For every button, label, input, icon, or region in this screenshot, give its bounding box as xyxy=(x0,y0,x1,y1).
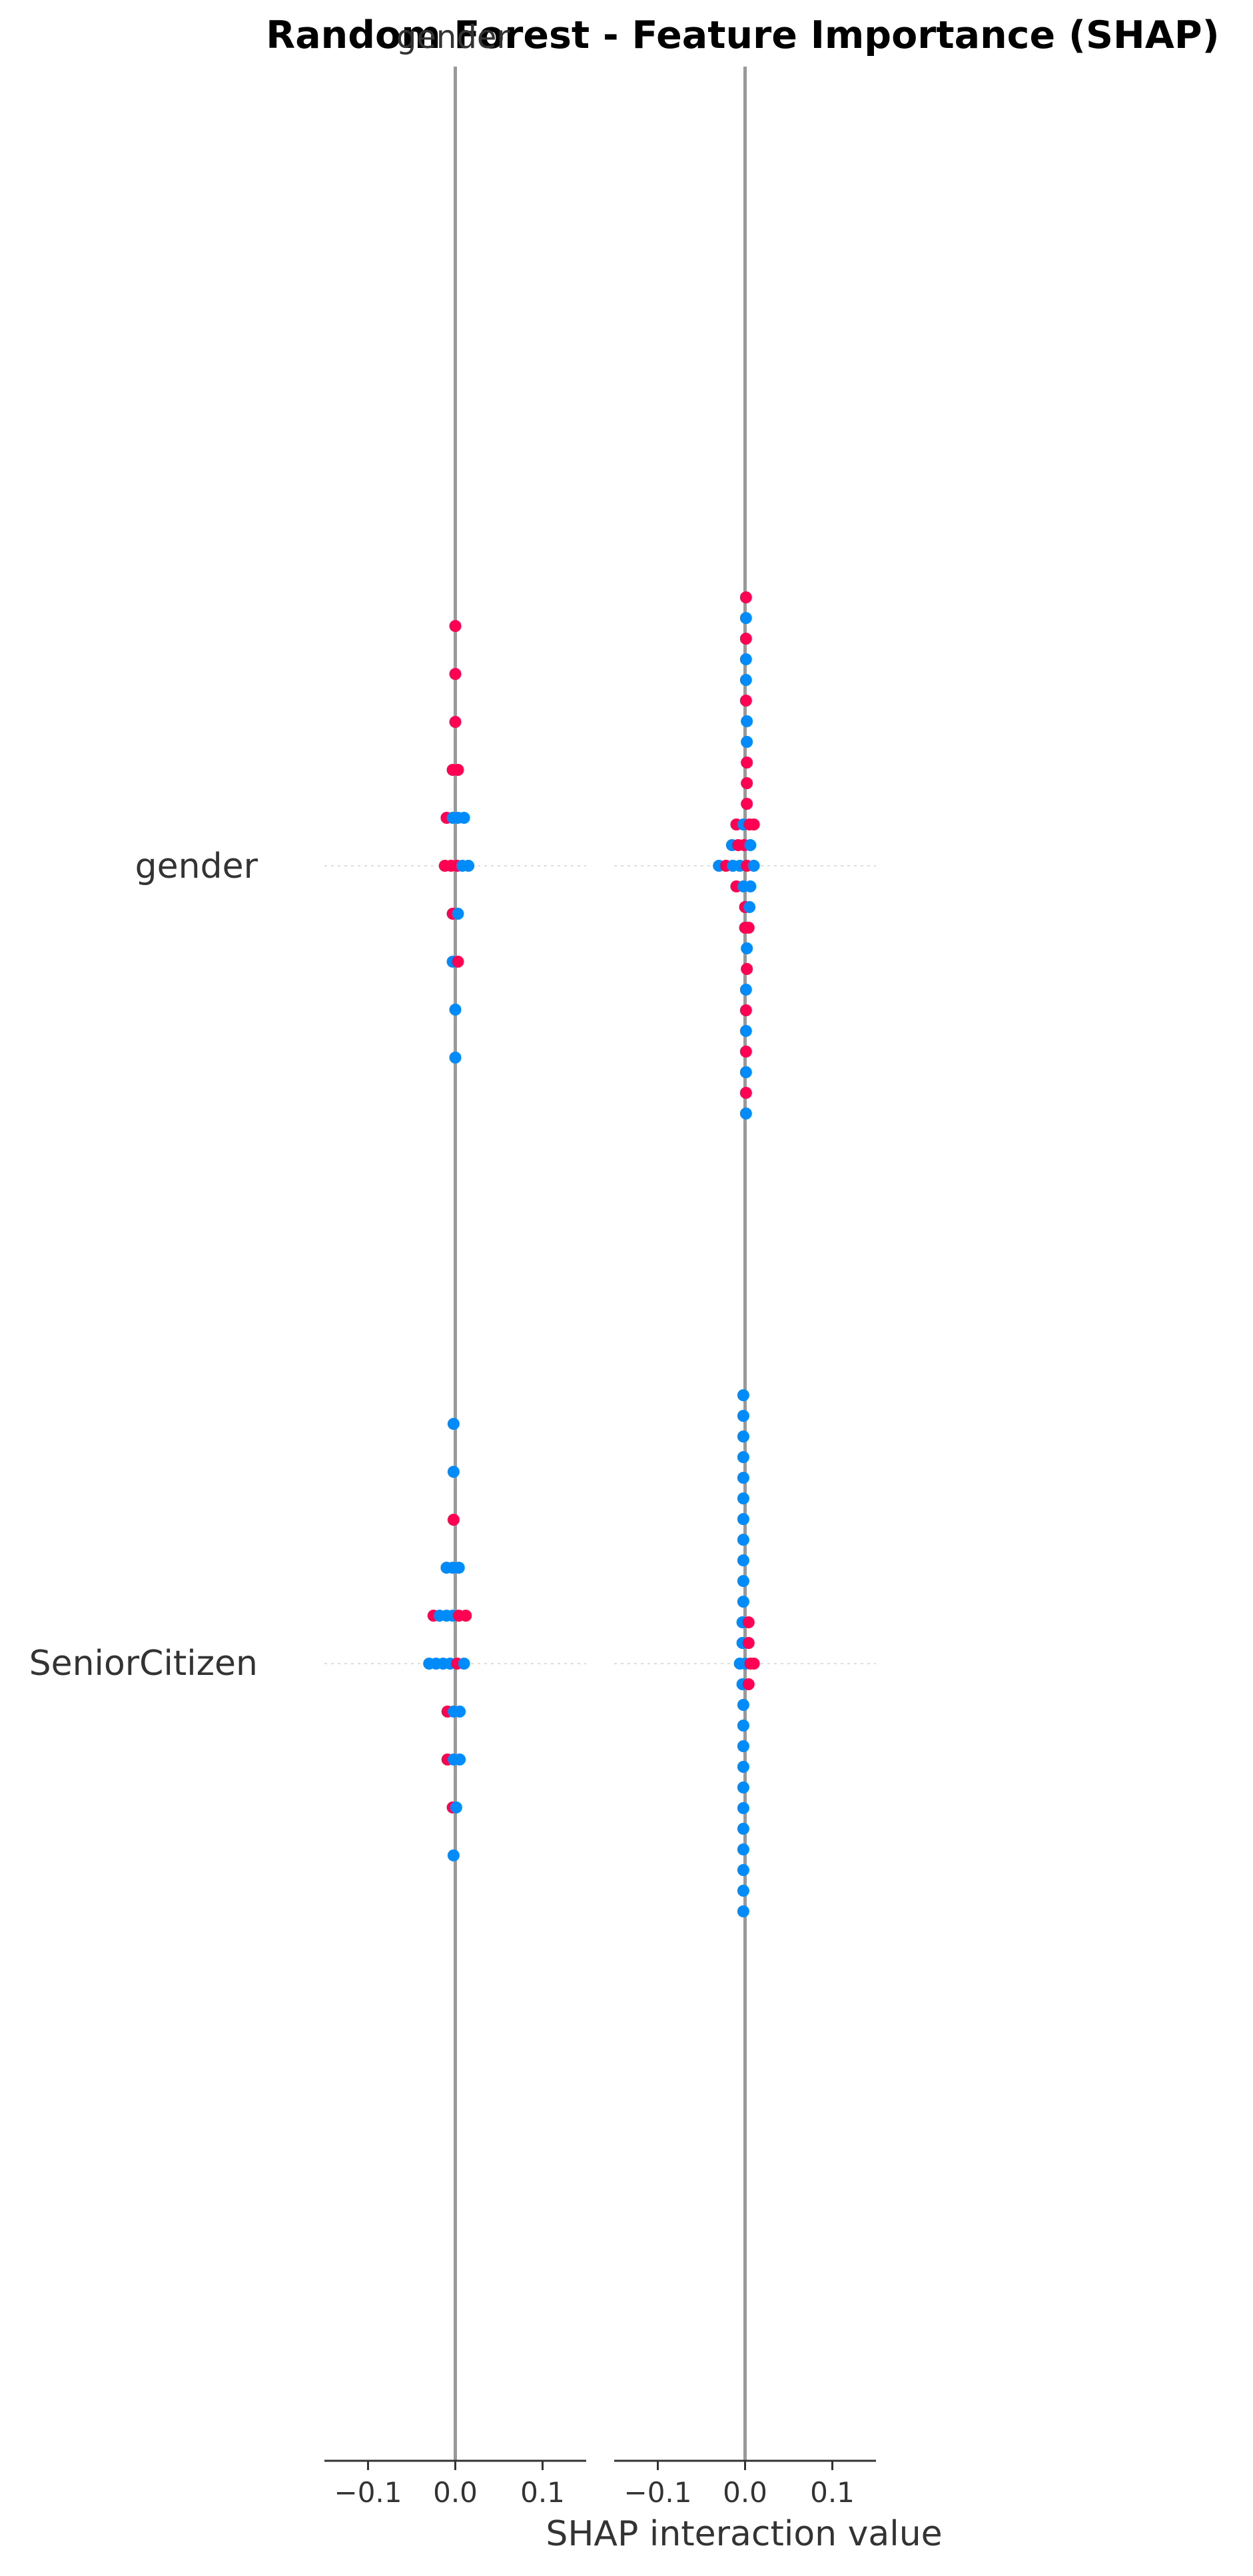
shap-point xyxy=(737,1451,749,1463)
shap-point xyxy=(737,1740,749,1752)
shap-point xyxy=(452,956,464,968)
shap-point xyxy=(741,963,753,975)
chart-marks: −0.1 0.0 0.1 −0.1 0.0 0.1 xyxy=(324,67,876,2509)
shap-point xyxy=(742,1637,755,1649)
shap-point xyxy=(449,1004,462,1016)
shap-point xyxy=(737,1534,749,1546)
shap-point xyxy=(449,620,462,632)
shap-point xyxy=(747,1658,760,1670)
shap-point xyxy=(737,1554,749,1566)
x-tick-label: 0.1 xyxy=(810,2476,855,2509)
shap-point xyxy=(742,1678,755,1690)
shap-point xyxy=(739,1004,752,1016)
shap-point xyxy=(747,818,760,830)
shap-point xyxy=(458,812,470,824)
shap-point xyxy=(744,839,757,851)
row-label-seniorcitizen: SeniorCitizen xyxy=(29,1644,258,1684)
shap-point xyxy=(741,798,753,810)
shap-point xyxy=(460,1610,472,1622)
shap-point xyxy=(737,1410,749,1422)
shap-point xyxy=(739,1066,752,1078)
shap-point xyxy=(447,1849,460,1861)
shap-point xyxy=(737,1823,749,1835)
shap-point xyxy=(739,1046,752,1058)
shap-point xyxy=(739,1025,752,1037)
x-tick-label: 0.0 xyxy=(723,2476,767,2509)
x-tick-label: 0.0 xyxy=(433,2476,478,2509)
chart-title: Random Forest - Feature Importance (SHAP… xyxy=(266,13,1219,57)
shap-point xyxy=(454,1754,466,1766)
shap-point xyxy=(739,653,752,665)
shap-point xyxy=(452,908,464,920)
shap-point xyxy=(742,1616,755,1628)
shap-point xyxy=(737,1802,749,1814)
shap-point xyxy=(739,612,752,624)
shap-point xyxy=(739,591,752,603)
shap-point xyxy=(737,1905,749,1917)
shap-point xyxy=(739,984,752,996)
shap-point xyxy=(741,777,753,789)
shap-point xyxy=(449,1052,462,1064)
shap-point xyxy=(739,695,752,707)
shap-point xyxy=(452,764,464,776)
x-tick-label: −0.1 xyxy=(624,2476,692,2509)
shap-point xyxy=(462,860,475,872)
shap-point xyxy=(447,1418,460,1430)
shap-point xyxy=(747,860,760,872)
shap-point xyxy=(447,1514,460,1526)
x-tick-label: 0.1 xyxy=(520,2476,565,2509)
shap-point xyxy=(742,922,755,934)
shap-point xyxy=(739,674,752,686)
shap-point xyxy=(739,1108,752,1120)
shap-point xyxy=(737,1472,749,1484)
x-tick-label: −0.1 xyxy=(334,2476,402,2509)
shap-point xyxy=(737,1720,749,1732)
shap-point xyxy=(737,1389,749,1401)
shap-point xyxy=(458,1658,470,1670)
shap-point xyxy=(737,1575,749,1587)
shap-point xyxy=(744,880,757,892)
shap-point xyxy=(739,1087,752,1099)
shap-point xyxy=(741,942,753,954)
shap-point xyxy=(737,1699,749,1711)
shap-point xyxy=(452,1562,465,1574)
shap-point xyxy=(737,1492,749,1504)
shap-point xyxy=(450,1801,462,1813)
shap-point xyxy=(447,1466,460,1478)
shap-point xyxy=(741,736,753,748)
shap-point xyxy=(741,757,753,769)
panel-1-title: gender xyxy=(396,19,510,56)
shap-point xyxy=(449,668,462,680)
shap-point xyxy=(737,1864,749,1876)
shap-point xyxy=(737,1843,749,1855)
shap-point xyxy=(741,715,753,727)
shap-point xyxy=(737,1596,749,1608)
x-axis-label: SHAP interaction value xyxy=(546,2514,942,2554)
shap-point xyxy=(737,1431,749,1443)
shap-point xyxy=(743,901,756,913)
shap-point xyxy=(737,1885,749,1897)
shap-point xyxy=(449,716,462,728)
shap-point xyxy=(737,1513,749,1525)
shap-point xyxy=(737,1761,749,1773)
shap-point xyxy=(739,633,752,645)
row-label-gender: gender xyxy=(135,846,258,886)
shap-point xyxy=(737,1781,749,1793)
shap-point xyxy=(454,1706,466,1718)
